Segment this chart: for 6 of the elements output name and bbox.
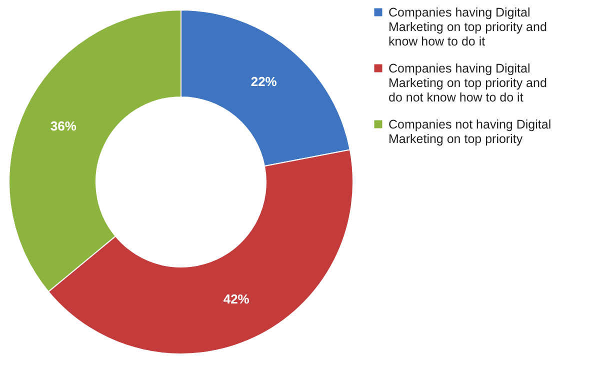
legend-label: Companies having Digital Marketing on top priority and know how to do it	[388, 5, 547, 48]
legend-label: Companies not having Digital Marketing on top priority	[388, 117, 552, 146]
data-label: 42%	[223, 292, 250, 307]
data-label: 36%	[50, 118, 77, 134]
legend-label: Companies having Digital Marketing on top priority and do not know how to do it	[388, 61, 547, 104]
data-label: 22%	[250, 74, 278, 89]
